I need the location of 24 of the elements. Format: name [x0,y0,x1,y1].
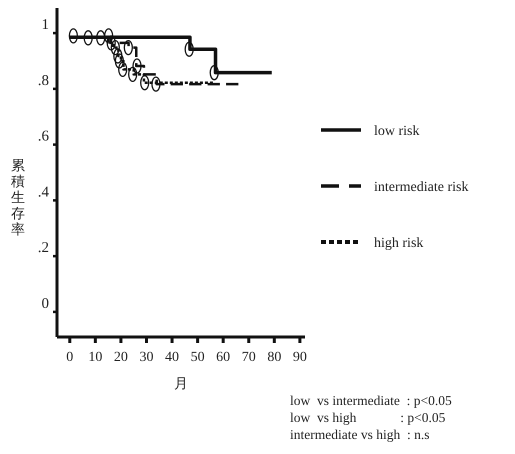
x-tick-label: 80 [267,350,282,365]
y-tick-label: 1 [42,17,49,34]
y-tick-label: .6 [38,128,50,145]
x-tick-label: 90 [292,350,307,365]
x-tick-label: 30 [139,350,154,365]
x-axis-title: 月 [174,377,188,392]
legend-label: low risk [374,124,420,139]
x-tick-label: 50 [190,350,205,365]
y-tick-label: 0 [42,296,49,312]
x-tick-label: 20 [114,350,128,365]
x-tick-label: 40 [165,350,180,365]
y-axis-title: 累積生存率 [11,159,25,238]
x-tick-label: 0 [66,350,74,365]
x-tick-label: 10 [88,350,102,365]
y-tick-label: .8 [38,72,49,89]
legend-label: intermediate risk [374,180,468,195]
x-tick-label: 70 [242,350,256,365]
text: low vs intermediate : p<0.05 [290,393,452,408]
y-tick-label: .4 [38,184,50,200]
x-tick-label: 60 [216,350,230,365]
text: intermediate vs high : n.s [290,427,430,442]
legend-label: high risk [374,236,424,251]
y-tick-label: .2 [38,240,49,256]
text: low vs high : p<0.05 [290,410,446,425]
